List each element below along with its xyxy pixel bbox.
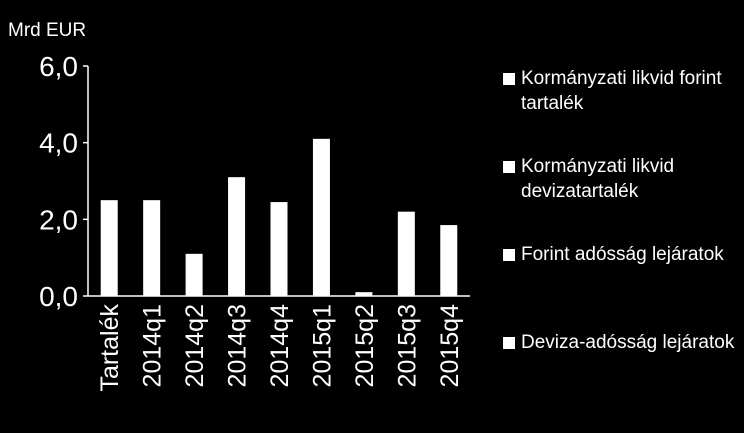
x-tick-label: 2014q4 (266, 304, 294, 388)
legend-item-fx-maturities: Deviza-adósság lejáratok (503, 330, 738, 418)
bar-2015q3 (397, 211, 415, 296)
bar-2015q4 (440, 225, 458, 296)
y-axis-label: Mrd EUR (8, 20, 86, 41)
y-tick-label: 4,0 (39, 128, 78, 159)
bar-2014q4 (270, 202, 288, 296)
bar-2014q1 (143, 200, 161, 296)
legend-item-fx-reserve: Kormányzati likvid devizatartalék (503, 154, 738, 242)
y-tick-label: 6,0 (39, 51, 78, 82)
x-tick-label: 2014q2 (181, 304, 209, 387)
x-tick-label: 2015q4 (436, 304, 464, 388)
bar-2014q3 (228, 177, 246, 296)
legend-label: Kormányzati likvid devizatartalék (521, 156, 675, 202)
x-tick-label: Tartalék (96, 304, 124, 392)
x-tick-label: 2015q2 (351, 304, 379, 387)
bar-2014q2 (185, 253, 203, 296)
legend-swatch (503, 73, 515, 85)
x-tick-label: 2015q1 (308, 304, 336, 387)
y-tick-label: 2,0 (39, 204, 78, 235)
x-axis-tick-labels: Tartalék 2014q1 2014q2 2014q3 2014q4 2015q1 20… (96, 304, 464, 392)
legend-item-forint-maturities: Forint adósság lejáratok (503, 242, 738, 330)
legend-item-forint-reserve: Kormányzati likvid forint tartalék (503, 66, 738, 154)
x-tick-label: 2015q3 (393, 304, 421, 387)
legend-label: Kormányzati likvid forint tartalék (521, 68, 722, 114)
x-tick-label: 2014q3 (224, 304, 252, 387)
y-tick-label: 0,0 (39, 281, 78, 312)
y-axis-ticks: 0,0 2,0 4,0 6,0 (39, 51, 88, 312)
bars (100, 138, 458, 296)
bar-2015q1 (312, 138, 330, 296)
legend-swatch (503, 337, 515, 349)
legend-swatch (503, 161, 515, 173)
legend-swatch (503, 249, 515, 261)
legend-label: Forint adósság lejáratok (521, 244, 724, 265)
bar-tartalék (100, 200, 118, 296)
x-tick-label: 2014q1 (139, 304, 167, 387)
legend: Kormányzati likvid forint tartalék Kormá… (503, 66, 738, 418)
legend-label: Deviza-adósság lejáratok (521, 332, 735, 353)
bar-2015q2 (355, 292, 373, 296)
